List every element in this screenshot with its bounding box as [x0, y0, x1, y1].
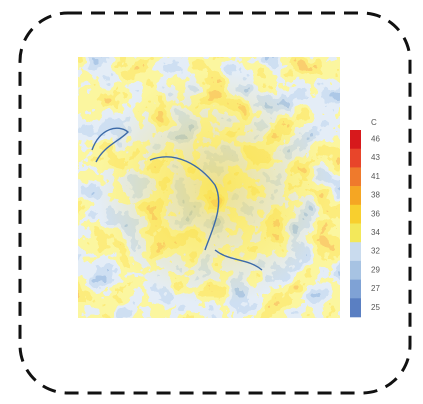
legend-swatch [350, 261, 361, 280]
legend-label: 43 [371, 153, 380, 162]
page: C 46434138363432292725 (() => { const da… [0, 0, 423, 404]
legend-swatch [350, 167, 361, 186]
card: C 46 43 41 38 36 34 32 29 27 25 [0, 0, 423, 404]
legend-label: 29 [371, 265, 380, 274]
legend-label: 36 [371, 209, 380, 218]
legend-swatch [350, 242, 361, 261]
legend-unit: C [371, 118, 377, 127]
legend-label: 27 [371, 284, 380, 293]
legend-swatch [350, 186, 361, 205]
heat-map-core [78, 57, 340, 318]
legend-label: 25 [371, 303, 380, 312]
legend-swatch [350, 280, 361, 299]
legend-swatch [350, 130, 361, 149]
legend-swatch [350, 205, 361, 224]
legend-label: 32 [371, 247, 380, 256]
legend-label: 34 [371, 228, 380, 237]
legend-swatch [350, 224, 361, 243]
legend-label: 46 [371, 134, 380, 143]
legend-label: 41 [371, 172, 380, 181]
legend-swatch [350, 149, 361, 168]
legend-label: 38 [371, 191, 380, 200]
legend: C 46 43 41 38 36 34 32 29 27 25 [350, 118, 380, 317]
legend-swatch [350, 298, 361, 317]
